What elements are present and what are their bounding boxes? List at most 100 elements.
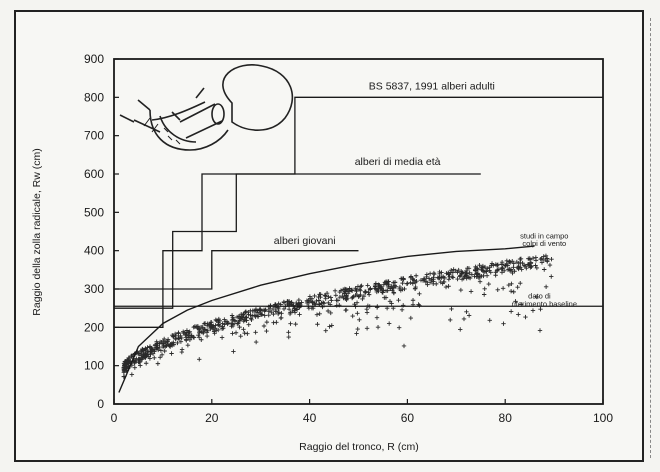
data-point bbox=[522, 263, 528, 269]
x-tick-label: 20 bbox=[205, 411, 219, 425]
data-point bbox=[427, 280, 433, 285]
data-point bbox=[222, 322, 227, 327]
data-point bbox=[266, 312, 271, 318]
root-plate-sketch-icon bbox=[119, 64, 294, 151]
data-point bbox=[455, 270, 460, 275]
data-point bbox=[431, 275, 436, 280]
data-point bbox=[443, 284, 449, 290]
data-point bbox=[514, 259, 520, 265]
data-point bbox=[173, 336, 178, 342]
data-point bbox=[525, 262, 531, 267]
x-tick-label: 0 bbox=[111, 411, 118, 425]
data-point bbox=[486, 281, 491, 287]
data-point bbox=[317, 311, 322, 316]
data-point bbox=[133, 358, 139, 363]
data-point bbox=[511, 289, 516, 295]
data-point bbox=[528, 260, 534, 265]
data-point bbox=[518, 265, 523, 270]
data-point bbox=[473, 268, 478, 273]
data-point bbox=[253, 330, 258, 335]
data-point bbox=[386, 321, 392, 326]
data-point bbox=[225, 321, 230, 327]
data-point bbox=[230, 331, 235, 336]
data-point bbox=[262, 313, 267, 318]
data-point bbox=[467, 275, 473, 281]
data-point bbox=[288, 321, 293, 326]
data-point bbox=[448, 317, 453, 323]
data-point bbox=[449, 306, 454, 312]
data-point bbox=[161, 336, 167, 342]
data-point bbox=[286, 306, 292, 312]
data-point bbox=[475, 272, 480, 277]
data-point bbox=[477, 279, 483, 284]
data-point bbox=[372, 284, 378, 289]
data-point bbox=[185, 342, 191, 348]
data-point bbox=[248, 316, 254, 321]
data-point bbox=[237, 316, 243, 321]
data-point bbox=[137, 359, 143, 365]
data-point bbox=[355, 326, 360, 332]
data-point bbox=[523, 314, 528, 320]
data-point bbox=[241, 327, 246, 332]
data-point bbox=[363, 290, 368, 295]
data-point bbox=[143, 354, 148, 359]
data-point bbox=[400, 280, 405, 286]
data-point bbox=[417, 303, 422, 308]
data-point bbox=[499, 260, 505, 265]
data-point bbox=[408, 315, 414, 321]
data-point bbox=[441, 279, 447, 285]
data-point bbox=[332, 288, 338, 293]
data-point bbox=[142, 347, 148, 352]
data-point bbox=[461, 276, 466, 281]
data-point bbox=[538, 257, 543, 262]
data-point bbox=[506, 282, 511, 288]
data-point bbox=[326, 294, 331, 299]
data-point bbox=[513, 299, 518, 304]
data-point bbox=[495, 262, 501, 267]
data-point bbox=[132, 365, 138, 370]
data-point bbox=[543, 284, 549, 290]
data-point bbox=[150, 351, 156, 356]
data-point bbox=[529, 264, 534, 270]
data-point bbox=[495, 287, 500, 293]
data-point bbox=[197, 357, 202, 362]
data-point bbox=[350, 295, 355, 300]
data-point bbox=[488, 270, 493, 275]
data-point bbox=[140, 348, 145, 353]
data-point bbox=[337, 289, 342, 295]
data-point bbox=[318, 292, 323, 297]
data-point bbox=[402, 286, 407, 292]
y-tick-label: 900 bbox=[84, 52, 104, 66]
data-point bbox=[368, 286, 373, 291]
data-point bbox=[158, 348, 164, 353]
data-point bbox=[124, 357, 130, 363]
data-point bbox=[381, 282, 387, 287]
data-point bbox=[230, 322, 236, 327]
data-point bbox=[159, 352, 165, 358]
data-point bbox=[515, 284, 520, 290]
data-point bbox=[538, 306, 543, 312]
x-tick-label: 80 bbox=[499, 411, 513, 425]
data-point bbox=[405, 281, 410, 286]
data-point bbox=[414, 279, 419, 284]
data-point bbox=[483, 269, 489, 274]
data-point bbox=[396, 298, 401, 303]
data-point bbox=[361, 293, 367, 299]
data-point bbox=[279, 311, 284, 316]
data-point bbox=[457, 274, 462, 279]
data-point bbox=[508, 288, 514, 294]
data-point bbox=[129, 353, 134, 359]
data-point bbox=[355, 284, 361, 289]
data-point bbox=[373, 281, 379, 286]
data-point bbox=[293, 321, 298, 327]
data-point bbox=[423, 279, 429, 285]
data-point bbox=[476, 275, 482, 281]
annotation-label: BS 5837, 1991 alberi adulti bbox=[369, 81, 495, 93]
data-point bbox=[273, 309, 279, 314]
data-point bbox=[461, 316, 467, 322]
data-point bbox=[387, 299, 393, 304]
data-point bbox=[399, 307, 405, 312]
data-point bbox=[543, 253, 549, 258]
